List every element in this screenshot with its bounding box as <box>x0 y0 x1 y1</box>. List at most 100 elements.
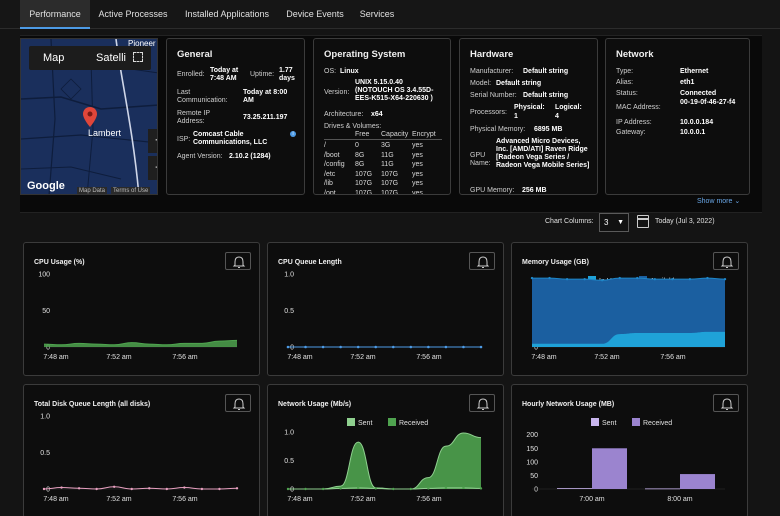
chart-columns-label: Chart Columns: <box>545 218 594 225</box>
y-tick-label: 0 <box>534 487 538 494</box>
x-tick-label: 7:52 am <box>350 496 375 503</box>
drive-capacity: 11G <box>381 151 394 159</box>
data-point <box>339 487 342 490</box>
chart-columns-value: 3 <box>604 218 609 227</box>
model-label: Model: <box>470 80 492 87</box>
data-point <box>583 277 586 281</box>
tab-active-processes[interactable]: Active Processes <box>98 9 168 19</box>
bell-icon[interactable] <box>225 394 251 412</box>
type-value: Ethernet <box>680 68 709 75</box>
general-card: General Enrolled: Today at 7:48 AM Uptim… <box>166 38 305 195</box>
last-communication-value: Today at 8:00 AM <box>243 89 288 104</box>
tab-device-events[interactable]: Device Events <box>286 9 344 19</box>
os-label: OS: <box>324 68 337 75</box>
chevron-down-icon: ⌄ <box>734 198 741 205</box>
bell-icon[interactable] <box>225 252 251 270</box>
x-tick-label: 7:48 am <box>43 496 68 503</box>
y-tick-label: 0 <box>290 345 294 352</box>
bell-icon[interactable] <box>713 394 739 412</box>
y-tick-label: 0 <box>290 487 294 494</box>
x-tick-label: 7:00 am <box>579 496 604 503</box>
bell-icon[interactable] <box>469 252 495 270</box>
mac-address-value: 00-19-0f-46-27-f4 <box>680 99 736 106</box>
data-point <box>130 487 133 491</box>
map-view-button[interactable]: Map <box>43 52 65 64</box>
legend-swatch <box>632 418 640 426</box>
terms-of-use-link[interactable]: Terms of Use <box>111 187 151 194</box>
legend-swatch <box>591 418 599 426</box>
location-map[interactable]: Map Satelli Pioneer Lambert + − Google M… <box>20 38 158 195</box>
fullscreen-icon[interactable] <box>133 52 143 62</box>
drive-encrypt: yes <box>412 180 423 187</box>
x-tick-label: 7:56 am <box>660 354 685 361</box>
zoom-out-icon[interactable]: − <box>148 156 157 180</box>
model-value: Default string <box>496 80 542 87</box>
bar-received <box>592 448 627 489</box>
serial-number-label: Serial Number: <box>470 92 517 99</box>
gpu-memory-label: GPU Memory: <box>470 187 515 194</box>
tab-installed-applications[interactable]: Installed Applications <box>184 9 270 19</box>
data-point <box>444 345 448 349</box>
data-point <box>530 276 534 280</box>
chart-card-network-usage: Network Usage (Mb/s) 1.0 0.5 0 7:48 am 7:52 … <box>267 384 504 516</box>
x-tick-label: 8:00 am <box>667 496 692 503</box>
drive-capacity: 107G <box>381 170 399 178</box>
calendar-icon[interactable] <box>637 215 649 228</box>
data-point <box>688 277 692 281</box>
map-data-link[interactable]: Map Data <box>77 187 108 194</box>
zoom-in-icon[interactable]: + <box>148 129 157 153</box>
drive-path: / <box>324 142 326 149</box>
drive-free: 8G <box>355 151 365 159</box>
satellite-view-button[interactable]: Satelli <box>96 52 126 64</box>
memory-available-area <box>532 278 725 347</box>
bar-sent <box>557 488 592 489</box>
date-label[interactable]: Today (Jul 3, 2022) <box>655 218 715 225</box>
memory-usage-chart: 507:48 am7:52 am7:56 amIn UseAvailable <box>530 276 727 361</box>
tab-bar: Performance Active Processes Installed A… <box>0 0 780 29</box>
drive-path: /config <box>324 161 345 168</box>
general-title: General <box>177 49 213 60</box>
bell-icon[interactable] <box>469 394 495 412</box>
isp-value: Comcast Cable Communications, LLC <box>193 131 268 146</box>
remote-ip-label: Remote IP Address: <box>177 110 210 125</box>
legend-label: Received <box>399 420 428 427</box>
drive-encrypt: yes <box>412 161 423 168</box>
tab-services[interactable]: Services <box>359 9 395 19</box>
show-more-link[interactable]: Show more ⌄ <box>697 197 740 205</box>
data-point <box>321 345 325 349</box>
data-point <box>409 345 413 349</box>
y-tick-label: 100 <box>526 459 538 466</box>
tab-performance[interactable]: Performance <box>20 0 90 29</box>
ip-address-label: IP Address: <box>616 119 652 126</box>
gpu-name-label: GPU Name: <box>470 152 491 167</box>
y-tick-label: 50 <box>42 308 50 315</box>
architecture-value: x64 <box>371 111 383 118</box>
drive-capacity: 107G <box>381 180 399 187</box>
chart-card-disk-queue: Total Disk Queue Length (all disks) 1.0 0… <box>23 384 260 516</box>
data-point <box>42 487 46 491</box>
data-point <box>286 345 290 349</box>
data-point <box>392 487 395 491</box>
map-roads <box>21 39 157 194</box>
legend-label: Received <box>643 420 672 427</box>
data-point <box>374 487 377 490</box>
network-card: Network Type: Ethernet Alias: eth1 Statu… <box>605 38 750 195</box>
drives-header-encrypt: Encrypt <box>412 131 436 138</box>
data-point <box>321 487 325 491</box>
data-point <box>723 277 727 281</box>
x-tick-label: 7:56 am <box>416 354 441 361</box>
cpu-usage-chart: 100 50 0 7:48 am 7:52 am 7:56 am <box>38 272 238 361</box>
logical-value: 4 <box>555 113 559 120</box>
chart-columns-select[interactable]: 3 ▼ <box>599 213 629 232</box>
data-point <box>427 487 430 490</box>
serial-number-value: Default string <box>523 92 569 99</box>
physical-memory-label: Physical Memory: <box>470 126 526 133</box>
legend-label: Sent <box>358 420 372 427</box>
drive-encrypt: yes <box>412 170 423 178</box>
data-point <box>95 487 98 491</box>
data-point <box>183 486 186 489</box>
drives-header-capacity: Capacity <box>381 131 409 138</box>
data-point <box>653 277 657 281</box>
bell-icon[interactable] <box>713 252 739 270</box>
info-icon[interactable]: i <box>290 131 296 137</box>
